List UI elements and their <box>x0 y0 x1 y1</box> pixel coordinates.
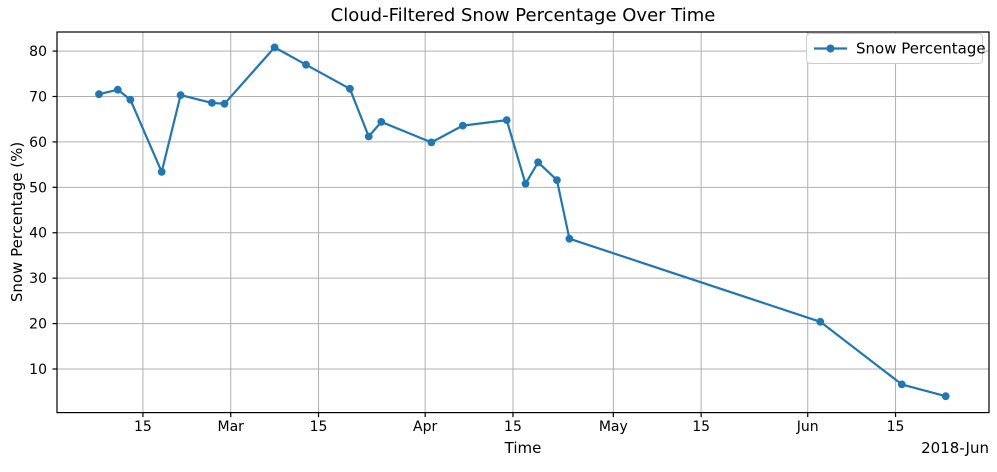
legend-marker-icon <box>826 44 835 53</box>
x-tick-label: May <box>599 419 628 435</box>
data-point-marker <box>176 91 185 99</box>
plot-frame <box>56 31 990 414</box>
x-tick-label: 15 <box>310 419 328 435</box>
x-axis-tick-labels: 15 Mar 15 Apr 15 May 15 Jun 15 <box>134 419 904 435</box>
data-point-marker <box>208 99 216 107</box>
data-point-marker <box>364 132 373 141</box>
x-tick-label: Jun <box>796 419 819 435</box>
data-point-marker <box>816 317 825 326</box>
data-point-marker <box>521 179 530 188</box>
chart-title: Cloud-Filtered Snow Percentage Over Time <box>331 5 716 26</box>
x-axis-label: Time <box>504 439 542 457</box>
x-tick-label: 15 <box>887 419 905 435</box>
legend-label: Snow Percentage <box>856 40 986 58</box>
data-point-marker <box>270 43 279 52</box>
legend: Snow Percentage <box>806 33 986 64</box>
data-point-marker <box>377 118 386 126</box>
data-point-marker <box>126 95 135 104</box>
x-tick-label: Apr <box>413 419 437 435</box>
x-tick-label: 15 <box>692 419 710 435</box>
axis-tick-marks <box>52 50 897 418</box>
y-tick-label: 20 <box>29 317 47 333</box>
y-tick-label: 40 <box>29 226 47 242</box>
data-point-marker <box>95 90 103 99</box>
grid-lines <box>57 32 989 413</box>
x-tick-label: 15 <box>134 419 152 435</box>
y-tick-label: 80 <box>29 44 47 60</box>
data-point-marker <box>302 60 310 69</box>
data-point-marker <box>897 380 906 389</box>
data-point-marker <box>502 116 511 124</box>
y-tick-label: 60 <box>29 135 47 151</box>
data-point-marker <box>113 85 122 94</box>
data-point-marker <box>458 121 467 130</box>
y-axis-label: Snow Percentage (%) <box>8 142 26 302</box>
data-point-marker <box>220 99 229 108</box>
data-point-marker <box>941 392 950 401</box>
x-tick-label: 15 <box>504 419 522 435</box>
snow-percentage-series <box>95 43 950 401</box>
data-point-marker <box>427 138 436 147</box>
data-point-marker <box>553 176 561 185</box>
series-line <box>97 46 947 398</box>
data-point-marker <box>534 158 542 167</box>
data-point-marker <box>565 234 574 243</box>
y-tick-label: 30 <box>29 271 47 287</box>
x-tick-label: Mar <box>218 419 245 435</box>
y-tick-label: 70 <box>29 89 47 105</box>
y-tick-label: 10 <box>29 362 47 378</box>
data-point-marker <box>157 168 166 176</box>
y-axis-tick-labels: 10 20 30 40 50 60 70 80 <box>29 44 47 378</box>
data-point-marker <box>346 84 354 93</box>
legend-box <box>806 33 983 64</box>
y-tick-label: 50 <box>29 180 47 196</box>
x-axis-offset-label: 2018-Jun <box>921 439 989 457</box>
